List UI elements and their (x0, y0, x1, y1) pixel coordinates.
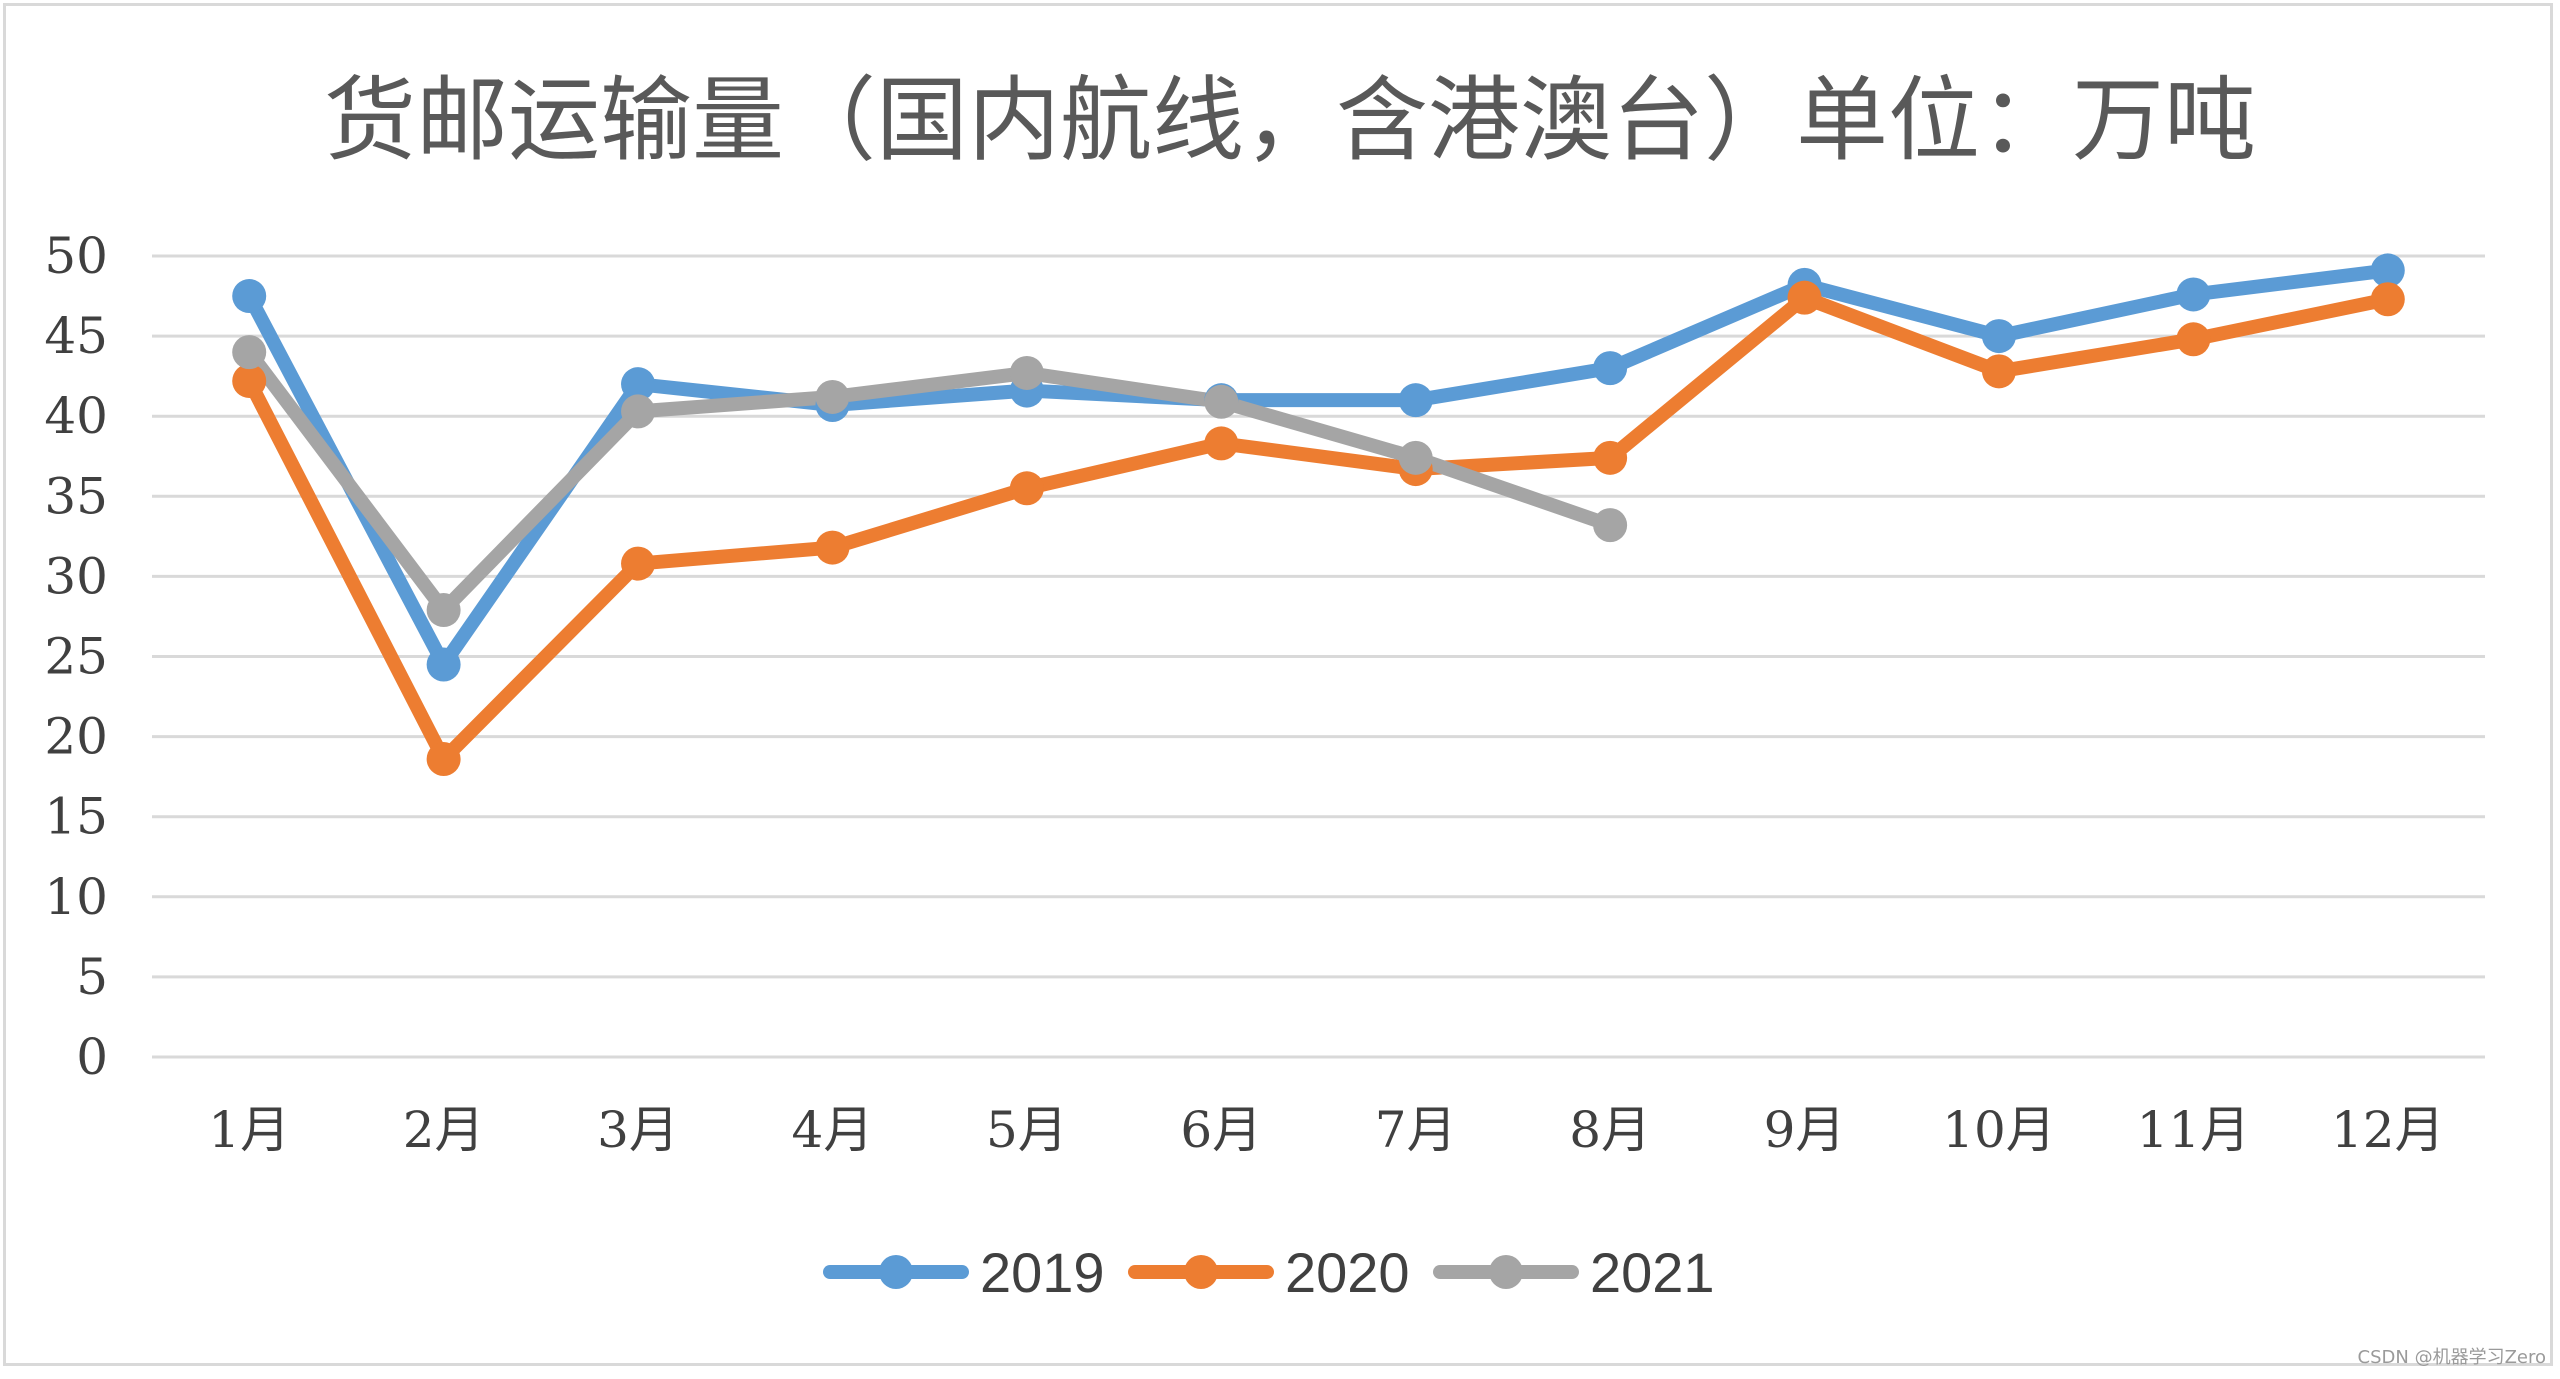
x-tick-label: 10月 (1942, 1101, 2056, 1159)
y-axis-tick-labels: 0 5 10 15 20 25 30 35 40 45 50 (44, 227, 108, 1086)
data-point-2021 (1398, 440, 1433, 475)
data-point-2021 (426, 593, 461, 628)
x-tick-label: 2月 (403, 1101, 485, 1159)
y-tick-label: 10 (44, 868, 108, 926)
x-tick-label: 3月 (597, 1101, 679, 1159)
legend-label-2019: 2019 (980, 1241, 1105, 1304)
y-tick-label: 20 (44, 708, 108, 766)
data-point-2019 (1593, 351, 1628, 386)
data-point-2020 (1204, 426, 1239, 461)
x-tick-label: 12月 (2331, 1101, 2445, 1159)
data-point-2020 (1593, 440, 1628, 475)
data-point-2021 (815, 379, 850, 414)
data-point-2019 (2370, 253, 2405, 288)
series-line-2019 (242, 263, 2395, 672)
y-tick-label: 35 (44, 467, 108, 525)
chart-frame (3, 3, 2553, 1366)
data-point-2021 (1204, 384, 1239, 419)
data-point-2021 (1593, 508, 1628, 543)
y-tick-label: 5 (76, 948, 108, 1006)
series-line-2021 (242, 345, 1618, 618)
data-point-2020 (426, 742, 461, 777)
data-point-2019 (1398, 383, 1433, 418)
y-tick-label: 45 (44, 307, 108, 365)
data-point-2020 (815, 530, 850, 565)
x-tick-label: 9月 (1764, 1101, 1846, 1159)
x-tick-label: 4月 (792, 1101, 874, 1159)
y-tick-label: 30 (44, 547, 108, 605)
data-point-2019 (2176, 277, 2211, 312)
legend-marker-2020 (1184, 1255, 1218, 1289)
x-tick-label: 1月 (208, 1101, 290, 1159)
series-line-2020 (242, 290, 2395, 767)
data-point-2019 (426, 647, 461, 682)
data-point-2020 (1981, 354, 2016, 389)
y-tick-label: 25 (44, 628, 108, 686)
legend-marker-2021 (1489, 1255, 1523, 1289)
data-point-2019 (232, 279, 267, 314)
data-point-2021 (1009, 355, 1044, 390)
y-tick-label: 40 (44, 387, 108, 445)
x-axis-tick-labels: 1月 2月 3月 4月 5月 6月 7月 8月 9月 10月 11月 12月 (208, 1101, 2444, 1159)
data-point-2020 (1009, 471, 1044, 506)
y-tick-label: 15 (44, 788, 108, 846)
legend-label-2020: 2020 (1285, 1241, 1410, 1304)
chart-title: 货邮运输量（国内航线，含港澳台）单位：万吨 (324, 67, 2256, 174)
x-tick-label: 6月 (1180, 1101, 1262, 1159)
data-point-2020 (2176, 322, 2211, 357)
data-point-2020 (1787, 280, 1822, 315)
y-tick-label: 0 (76, 1028, 108, 1086)
y-tick-label: 50 (44, 227, 108, 285)
legend-label-2021: 2021 (1590, 1241, 1715, 1304)
data-point-2020 (232, 363, 267, 398)
data-point-2021 (621, 394, 656, 429)
legend: 2019 2020 2021 (823, 1241, 1715, 1304)
grid-lines (152, 254, 2485, 1059)
x-tick-label: 8月 (1569, 1101, 1651, 1159)
data-point-2019 (621, 367, 656, 402)
data-point-2020 (2370, 282, 2405, 317)
legend-marker-2019 (879, 1255, 913, 1289)
x-tick-label: 7月 (1375, 1101, 1457, 1159)
series-lines (242, 263, 2395, 767)
watermark: CSDN @机器学习Zero (2357, 1347, 2546, 1368)
series-markers (232, 253, 2405, 777)
x-tick-label: 11月 (2137, 1101, 2251, 1159)
data-point-2019 (1981, 319, 2016, 354)
data-point-2021 (232, 335, 267, 370)
data-point-2020 (621, 546, 656, 581)
x-tick-label: 5月 (986, 1101, 1068, 1159)
